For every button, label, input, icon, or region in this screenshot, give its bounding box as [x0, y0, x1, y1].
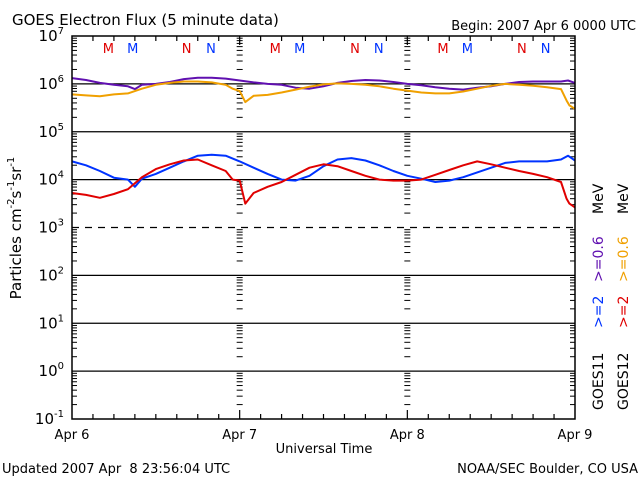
y-tick-exponent: 2 — [58, 265, 64, 276]
legend-goes11-2mev: >=2 — [591, 296, 607, 328]
begin-label: Begin: 2007 Apr 6 0000 UTC — [451, 19, 636, 34]
y-tick-exponent: 7 — [58, 26, 64, 37]
y-label-exp3: -1 — [6, 157, 17, 167]
y-tick-label: 100 — [39, 361, 64, 380]
x-tick-labels: Apr 6 Apr 7 Apr 8 Apr 9 — [55, 428, 593, 443]
updated-timestamp: Updated 2007 Apr 8 23:56:04 UTC — [2, 462, 230, 477]
marker-m: M — [437, 42, 448, 57]
y-tick-base: 10 — [39, 123, 58, 141]
y-tick-base: 10 — [39, 362, 58, 380]
credit: NOAA/SEC Boulder, CO USA — [457, 462, 638, 477]
marker-n: N — [182, 42, 192, 57]
marker-m: M — [294, 42, 305, 57]
y-label-base: Particles cm — [7, 208, 25, 299]
y-tick-label: 105 — [39, 122, 64, 141]
legend-goes12-06mev: >=0.6 — [616, 236, 632, 282]
legend-goes11: GOES11 — [591, 353, 607, 410]
y-tick-label: 106 — [39, 74, 64, 93]
legend-goes12-unit: MeV — [616, 183, 632, 214]
series-line-1 — [71, 80, 576, 110]
y-tick-label: 103 — [39, 218, 64, 237]
marker-n: N — [206, 42, 216, 57]
y-tick-base: 10 — [39, 266, 58, 284]
y-tick-base: 10 — [35, 410, 54, 428]
y-label-s: s — [7, 190, 25, 198]
y-tick-exponent: 3 — [58, 218, 64, 229]
y-label-exp2: -1 — [6, 181, 17, 191]
marker-n: N — [374, 42, 384, 57]
x-tick-label: Apr 8 — [390, 428, 425, 443]
y-tick-exponent: 5 — [58, 122, 64, 133]
legend-goes12-2mev: >=2 — [616, 296, 632, 328]
marker-n: N — [350, 42, 360, 57]
y-tick-base: 10 — [39, 27, 58, 45]
minor-ticks — [72, 36, 575, 419]
legend: GOES11 >=2 >=0.6 MeV GOES12 >=2 >=0.6 Me… — [591, 183, 632, 410]
legend-goes11-unit: MeV — [591, 183, 607, 214]
y-tick-base: 10 — [39, 171, 58, 189]
y-tick-exponent: 0 — [58, 361, 64, 372]
gridlines — [72, 83, 575, 372]
x-axis-label: Universal Time — [276, 442, 373, 457]
marker-m: M — [103, 42, 114, 57]
x-tick-label: Apr 7 — [222, 428, 257, 443]
marker-m: M — [270, 42, 281, 57]
series-line-2 — [71, 153, 576, 188]
y-tick-label: 101 — [39, 313, 64, 332]
y-tick-exponent: -1 — [54, 409, 64, 420]
x-tick-label: Apr 9 — [558, 428, 593, 443]
marker-m: M — [462, 42, 473, 57]
y-tick-base: 10 — [39, 314, 58, 332]
series-lines — [71, 76, 576, 209]
y-axis-label: Particles cm-2s-1sr-1 — [6, 157, 25, 300]
y-label-exp1: -2 — [6, 198, 17, 208]
y-tick-exponent: 4 — [58, 170, 64, 181]
series-line-3 — [71, 158, 576, 209]
marker-n: N — [517, 42, 527, 57]
y-tick-exponent: 1 — [58, 313, 64, 324]
marker-m: M — [127, 42, 138, 57]
y-tick-label: 102 — [39, 265, 64, 284]
marker-n: N — [541, 42, 551, 57]
legend-goes11-06mev: >=0.6 — [591, 236, 607, 282]
x-tick-label: Apr 6 — [55, 428, 90, 443]
y-label-sr: sr — [7, 166, 25, 181]
y-tick-exponent: 6 — [58, 74, 64, 85]
svg-text:Particles cm-2s-1sr-1: Particles cm-2s-1sr-1 — [6, 157, 25, 300]
y-tick-label: 107 — [39, 26, 64, 45]
legend-goes12: GOES12 — [616, 353, 632, 410]
chart-title: GOES Electron Flux (5 minute data) — [12, 11, 279, 29]
y-tick-label: 104 — [39, 170, 64, 189]
y-tick-label: 10-1 — [35, 409, 64, 428]
plot-frame — [71, 35, 576, 420]
y-tick-base: 10 — [39, 75, 58, 93]
y-tick-base: 10 — [39, 219, 58, 237]
